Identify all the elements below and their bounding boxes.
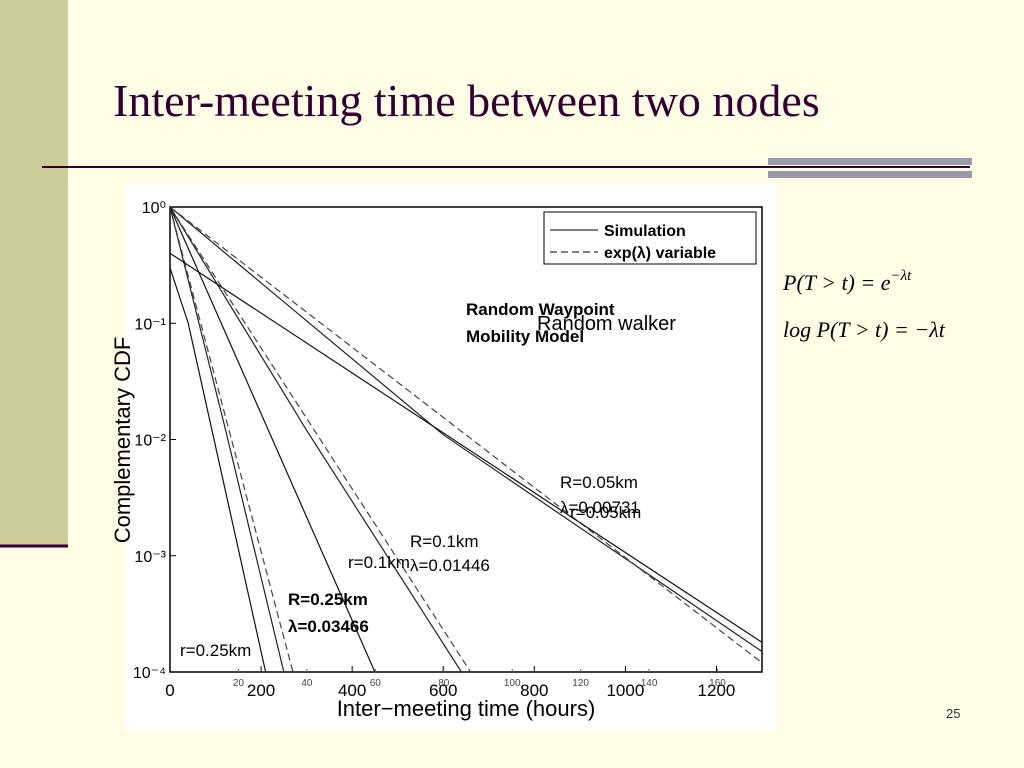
accent — [768, 158, 972, 165]
formula: P(T > t) = e−λt — [782, 268, 912, 295]
annotation: R=0.25km — [288, 590, 368, 609]
legend-label: exp(λ) variable — [604, 245, 716, 262]
series-line — [169, 252, 763, 643]
x-tick-label: 600 — [429, 681, 457, 700]
y-tick-label: 10⁻² — [134, 433, 166, 450]
annotation: λ=0.01446 — [410, 556, 490, 575]
x-tick-label: 200 — [247, 681, 275, 700]
series-line — [169, 206, 376, 673]
x-tick-label: 1000 — [606, 681, 644, 700]
annotation: Random walker — [537, 313, 676, 335]
series-line — [169, 206, 285, 673]
x-tick-label: 0 — [165, 681, 174, 700]
slide-title: Inter-meeting time between two nodes — [113, 75, 820, 126]
y-tick-label: 10⁻³ — [134, 549, 166, 566]
series-line — [169, 206, 472, 673]
y-axis-label: Complementary CDF — [110, 337, 135, 544]
series-line — [169, 206, 763, 653]
annotation: Mobility Model — [466, 327, 584, 346]
x-tick-label: 400 — [338, 681, 366, 700]
x2-tick-label: 140 — [641, 678, 658, 689]
formula: log P(T > t) = −λt — [783, 317, 946, 342]
x2-tick-label: 20 — [233, 678, 245, 689]
annotation: r=0.25km — [180, 641, 251, 660]
legend-label: Simulation — [604, 223, 686, 240]
x2-tick-label: 120 — [572, 678, 589, 689]
annotation: λ=0.00731 — [560, 498, 640, 517]
chart-background — [125, 185, 775, 730]
x2-tick-label: 80 — [438, 678, 450, 689]
annotation: R=0.1km — [410, 532, 479, 551]
legend-box — [543, 211, 757, 265]
y-tick-label: 10⁰ — [142, 200, 166, 217]
side-bar — [0, 0, 68, 545]
x-axis-label: Inter−meeting time (hours) — [337, 696, 596, 721]
series-line — [169, 206, 462, 673]
x2-tick-label: 160 — [709, 678, 726, 689]
x-tick-label: 800 — [520, 681, 548, 700]
x-tick-label: 1200 — [698, 681, 736, 700]
series-line — [169, 206, 763, 664]
annotation: λ=0.03466 — [288, 617, 369, 636]
accent — [768, 171, 972, 178]
y-tick-label: 10⁻¹ — [134, 316, 166, 333]
page-number: 25 — [946, 706, 960, 721]
y-tick-label: 10⁻⁴ — [133, 665, 166, 682]
x2-tick-label: 100 — [504, 678, 521, 689]
x2-tick-label: 60 — [370, 678, 382, 689]
x2-tick-label: 40 — [301, 678, 313, 689]
annotation: Random Waypoint — [466, 300, 615, 319]
annotation: r=0.05km — [570, 503, 641, 522]
annotation: R=0.05km — [560, 473, 638, 492]
series-line — [169, 267, 267, 673]
series-line — [169, 206, 294, 673]
annotation: r=0.1km — [348, 553, 410, 572]
